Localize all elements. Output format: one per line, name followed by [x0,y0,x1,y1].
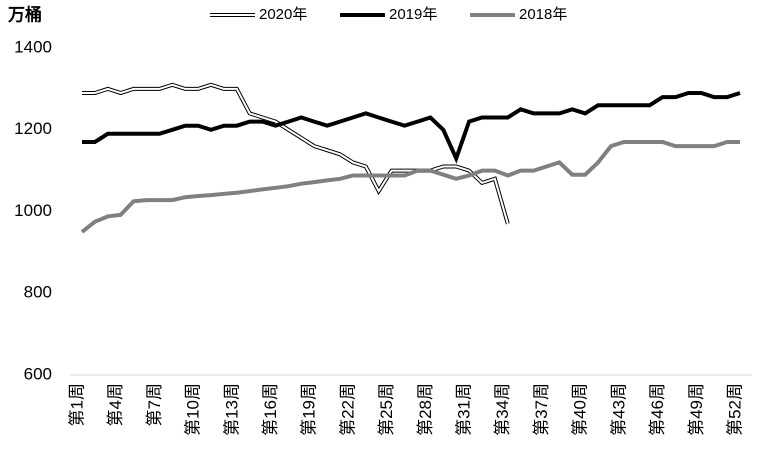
x-tick-label: 第34周 [493,383,512,436]
x-tick-label: 第52周 [725,383,744,436]
series-line [82,83,509,225]
y-tick-label: 1400 [14,37,52,56]
series-line [80,140,740,234]
x-tick-label: 第19周 [300,383,319,436]
series-line [82,91,741,164]
x-tick-label: 第40周 [571,383,590,436]
x-tick-label: 第49周 [687,383,706,436]
x-tick-label: 第46周 [648,383,667,436]
legend-label: 2019年 [389,6,437,23]
x-tick-label: 第43周 [609,383,628,436]
x-tick-label: 第16周 [261,383,280,436]
x-tick-label: 第13周 [222,383,241,436]
legend-label: 2018年 [519,6,567,23]
y-unit-label: 万桶 [7,4,42,24]
x-tick-label: 第1周 [67,383,86,426]
y-tick-label: 800 [24,283,52,302]
x-tick-label: 第31周 [455,383,474,436]
x-tick-label: 第25周 [377,383,396,436]
x-tick-label: 第10周 [184,383,203,436]
series-line-edge [82,82,510,225]
y-tick-label: 600 [24,364,52,383]
x-tick-label: 第37周 [532,383,551,436]
x-tick-label: 第7周 [145,383,164,426]
y-tick-label: 1000 [14,201,52,220]
y-tick-label: 1200 [14,119,52,138]
x-tick-label: 第28周 [416,383,435,436]
x-tick-label: 第22周 [338,383,357,436]
legend-label: 2020年 [259,6,307,23]
x-tick-label: 第4周 [106,383,125,426]
